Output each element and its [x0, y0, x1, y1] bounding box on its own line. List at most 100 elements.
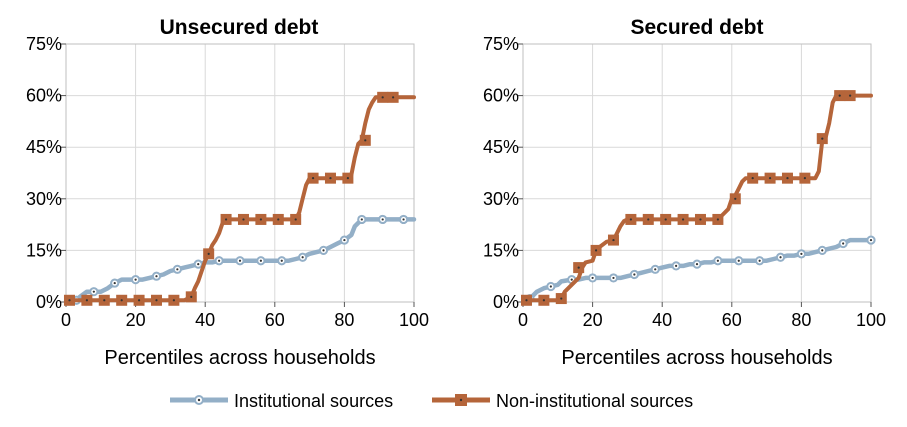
legend-label-institutional: Institutional sources [234, 391, 393, 411]
y-tick-label: 30% [483, 189, 519, 209]
x-tick-label: 40 [652, 310, 672, 330]
data-point-dot [155, 275, 158, 278]
data-point-dot [629, 218, 632, 221]
plot-frame [522, 43, 872, 303]
data-point-dot [85, 299, 88, 302]
legend-marker-dot-non-institutional [459, 398, 463, 402]
data-point-dot [197, 263, 200, 266]
legend-marker-dot-institutional [197, 398, 201, 402]
data-point-dot [842, 242, 845, 245]
data-point-dot [560, 297, 563, 300]
data-point-dot [869, 238, 873, 242]
data-point-dot [155, 299, 158, 302]
plot-area: 0 20 40 60 80 100 0% 15% 30% 45% 60% 75% [483, 34, 886, 330]
data-point-dot [699, 218, 702, 221]
legend-item-institutional: Institutional sources [170, 391, 393, 411]
x-tick-label: 0 [61, 310, 71, 330]
data-point-dot [751, 177, 754, 180]
data-point-dot [207, 252, 210, 255]
y-tick-label: 0% [493, 292, 519, 312]
data-point-dot [137, 299, 141, 302]
data-point-dot [612, 276, 615, 280]
data-point-dot [768, 177, 772, 180]
plot-frame [65, 43, 415, 303]
data-point-dot [294, 218, 297, 221]
data-point-dot [675, 264, 678, 267]
y-tick-label: 30% [26, 189, 62, 209]
data-point-dot [821, 249, 824, 252]
x-tick-label: 60 [722, 310, 742, 330]
legend-item-non-institutional: Non-institutional sources [432, 391, 693, 411]
data-point-dot [654, 268, 657, 271]
y-tick-label: 75% [483, 34, 519, 54]
data-point-dot [525, 299, 528, 302]
data-point-dot [779, 256, 782, 259]
y-tick-label: 60% [26, 86, 62, 106]
data-point-dot [695, 263, 699, 266]
data-point-dot [681, 218, 685, 221]
x-tick-label: 100 [399, 310, 429, 330]
y-tick-label: 0% [36, 292, 62, 312]
data-point-dot [786, 177, 789, 180]
data-point-dot [364, 139, 367, 142]
legend: Institutional sources Non-institutional … [170, 391, 693, 411]
data-point-dot [734, 197, 737, 200]
series-non-institutional [520, 90, 873, 306]
x-axis-label: Percentiles across households [104, 347, 375, 369]
data-point-dot [190, 295, 193, 298]
x-tick-label: 0 [518, 310, 528, 330]
y-tick-label: 45% [483, 137, 519, 157]
data-point-dot [238, 259, 242, 262]
x-tick-label: 40 [195, 310, 215, 330]
data-point-dot [402, 218, 405, 221]
data-point-dot [591, 276, 594, 280]
chart-title: Secured debt [630, 16, 763, 39]
x-tick-label: 60 [265, 310, 285, 330]
data-point-dot [176, 268, 179, 271]
data-point-dot [381, 218, 384, 221]
data-point-dot [612, 238, 615, 242]
data-point-dot [577, 266, 580, 269]
data-point-dot [594, 249, 598, 252]
data-point-dot [803, 177, 806, 180]
data-point-dot [242, 218, 245, 221]
data-point-dot [301, 256, 304, 259]
data-point-dot [737, 259, 740, 262]
y-tick-label: 60% [483, 86, 519, 106]
data-point-dot [849, 94, 852, 97]
x-tick-label: 80 [791, 310, 811, 330]
x-tick-label: 20 [126, 310, 146, 330]
data-point-dot [322, 249, 325, 252]
data-point-dot [392, 96, 395, 99]
y-tick-label: 75% [26, 34, 62, 54]
data-point-dot [570, 278, 573, 281]
plot-area: 0 20 40 60 80 100 0% 15% 30% 45% 60% 75% [26, 34, 429, 330]
chart-unsecured-debt: Unsecured debt 0 20 40 60 80 100 0% 15% 30% 45% 60… [26, 16, 429, 369]
y-tick-label: 15% [26, 240, 62, 260]
data-point-dot [259, 259, 262, 262]
legend-label-non-institutional: Non-institutional sources [496, 391, 693, 411]
y-tick-label: 45% [26, 137, 62, 157]
data-point-dot [224, 218, 228, 221]
data-point-dot [311, 177, 315, 180]
data-point-dot [329, 177, 332, 180]
data-point-dot [68, 299, 71, 302]
data-point-dot [259, 218, 262, 221]
data-point-dot [633, 273, 636, 276]
data-point-dot [821, 137, 824, 140]
x-tick-label: 100 [856, 310, 886, 330]
x-tick-label: 20 [583, 310, 603, 330]
data-point-dot [113, 281, 116, 285]
data-point-dot [838, 94, 841, 97]
data-point-dot [218, 259, 221, 262]
chart-title: Unsecured debt [160, 16, 319, 39]
data-point-dot [800, 252, 803, 255]
chart-secured-debt: Secured debt 0 20 40 60 80 100 0% 15% 30% 45% 60% 7… [483, 16, 886, 369]
series-non-institutional [63, 91, 416, 306]
data-point-dot [542, 299, 545, 302]
data-point-dot [346, 177, 349, 180]
data-point-dot [716, 218, 719, 221]
x-tick-label: 80 [334, 310, 354, 330]
x-axis-label: Percentiles across households [561, 347, 832, 369]
